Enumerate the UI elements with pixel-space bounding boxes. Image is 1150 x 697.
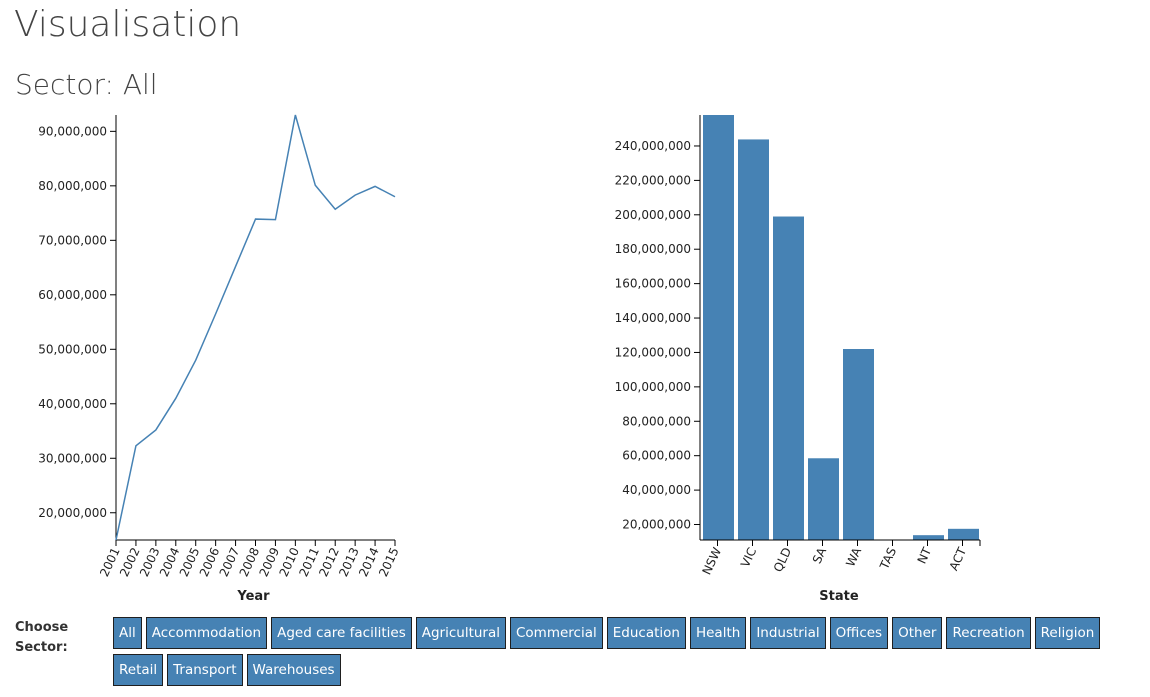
sector-button-warehouses[interactable]: Warehouses [246, 654, 341, 686]
x-tick-label: 2015 [376, 545, 402, 579]
bar-sa [808, 458, 839, 540]
sector-button-retail[interactable]: Retail [113, 654, 164, 686]
y-tick-label: 200,000,000 [615, 208, 691, 222]
bar-wa [843, 349, 874, 540]
y-tick-label: 30,000,000 [38, 451, 107, 465]
y-tick-label: 70,000,000 [38, 233, 107, 247]
y-tick-label: 20,000,000 [38, 506, 107, 520]
sector-button-industrial[interactable]: Industrial [750, 617, 826, 649]
sector-button-health[interactable]: Health [689, 617, 747, 649]
x-axis-title: Year [236, 589, 270, 604]
y-tick-label: 140,000,000 [615, 311, 691, 325]
page-title: Visualisation [14, 4, 242, 45]
sector-button-other[interactable]: Other [892, 617, 943, 649]
y-tick-label: 160,000,000 [615, 277, 691, 291]
y-tick-label: 100,000,000 [615, 380, 691, 394]
bar-vic [738, 139, 769, 540]
y-tick-label: 40,000,000 [622, 483, 691, 497]
y-tick-label: 220,000,000 [615, 173, 691, 187]
bar-qld [773, 216, 804, 540]
sector-button-aged-care-facilities[interactable]: Aged care facilities [271, 617, 412, 649]
x-tick-label: ACT [947, 545, 970, 573]
sector-button-education[interactable]: Education [606, 617, 686, 649]
y-tick-label: 80,000,000 [622, 414, 691, 428]
x-axis-title: State [819, 589, 859, 604]
sector-button-transport[interactable]: Transport [167, 654, 243, 686]
x-tick-label: TAS [877, 545, 900, 572]
x-tick-label: SA [810, 545, 830, 566]
y-tick-label: 80,000,000 [38, 179, 107, 193]
sector-heading: Sector: All [15, 68, 158, 101]
sector-button-all[interactable]: All [113, 617, 142, 649]
y-tick-label: 60,000,000 [38, 288, 107, 302]
y-tick-label: 90,000,000 [38, 124, 107, 138]
x-tick-label: NT [915, 545, 935, 566]
y-tick-label: 60,000,000 [622, 449, 691, 463]
y-tick-label: 40,000,000 [38, 397, 107, 411]
y-tick-label: 120,000,000 [615, 345, 691, 359]
sector-button-offices[interactable]: Offices [829, 617, 889, 649]
bar-nsw [703, 115, 734, 540]
x-tick-label: QLD [771, 545, 794, 574]
y-tick-label: 20,000,000 [622, 518, 691, 532]
x-tick-label: WA [843, 545, 864, 569]
series-line [115, 114, 396, 541]
x-tick-label: NSW [699, 545, 724, 577]
sector-chooser-label: Choose Sector: [15, 620, 69, 655]
bar-chart: 20,000,000 40,000,000 60,000,000 80,000,000… [615, 115, 981, 604]
y-tick-label: 50,000,000 [38, 342, 107, 356]
sector-button-recreation[interactable]: Recreation [946, 617, 1031, 649]
y-tick-label: 240,000,000 [615, 139, 691, 153]
sector-button-accommodation[interactable]: Accommodation [145, 617, 268, 649]
sector-button-group: All Accommodation Aged care facilities Agri… [113, 617, 1113, 686]
bar-nt [913, 535, 944, 540]
sector-button-religion[interactable]: Religion [1034, 617, 1101, 649]
line-chart: 20,000,000 30,000,000 40,000,000 50,000,000… [38, 114, 402, 604]
bar-act [948, 528, 979, 540]
x-tick-label: VIC [738, 545, 759, 569]
sector-button-commercial[interactable]: Commercial [510, 617, 603, 649]
sector-button-agricultural[interactable]: Agricultural [415, 617, 506, 649]
y-tick-label: 180,000,000 [615, 242, 691, 256]
